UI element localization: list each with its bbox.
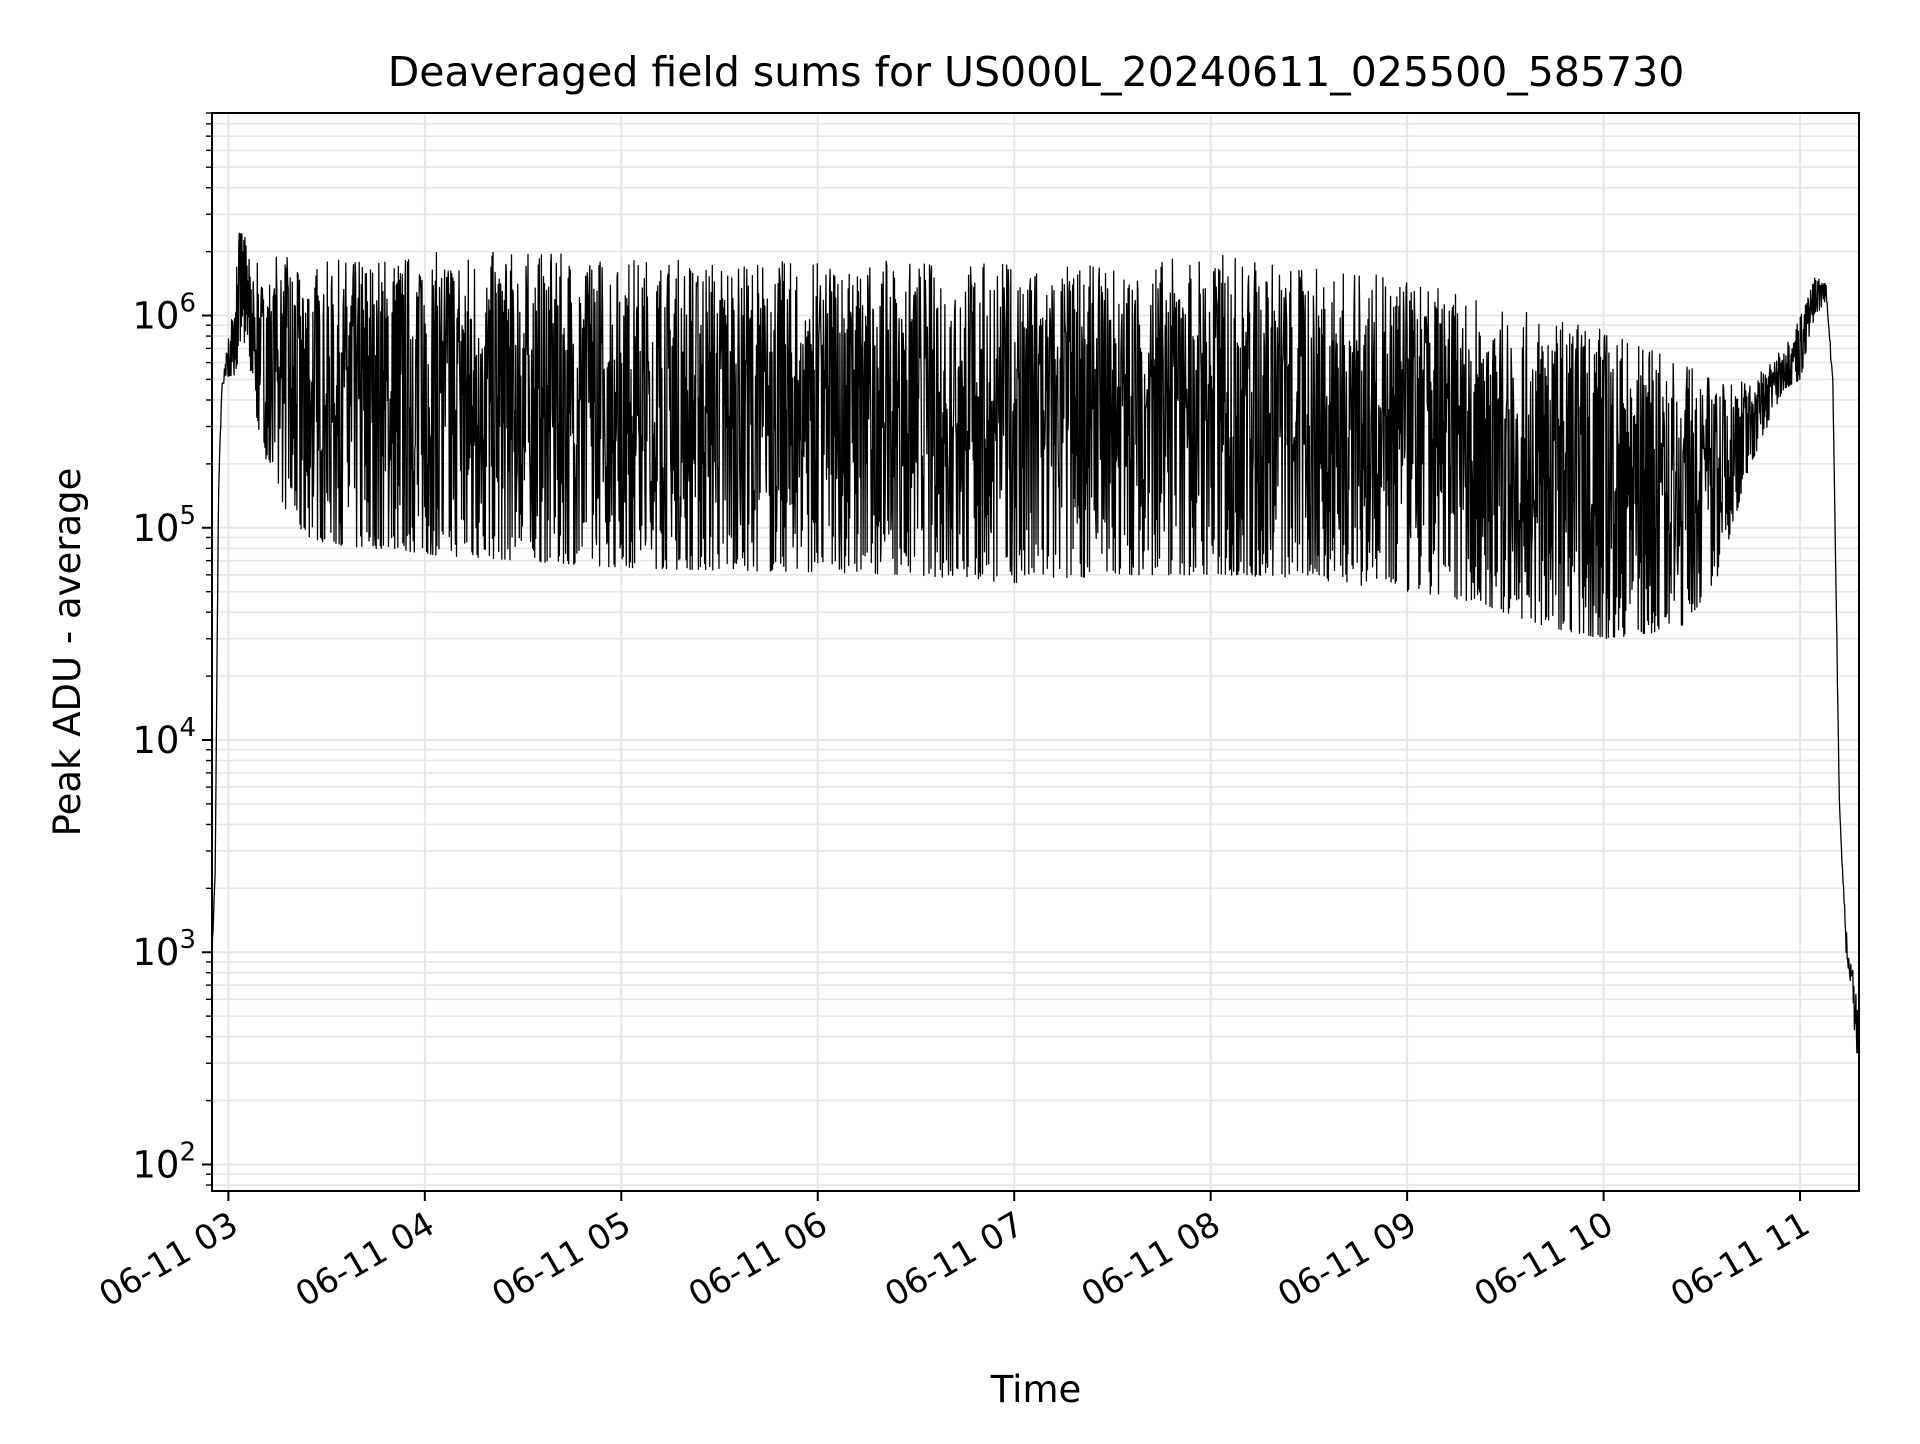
y-tick-label: 104 — [132, 713, 196, 762]
data-series — [211, 232, 1860, 1054]
x-tick-label: 06-11 04 — [289, 1204, 441, 1315]
x-tick-label: 06-11 08 — [1075, 1204, 1227, 1315]
plot-frame — [211, 112, 1860, 1192]
y-tick-label: 106 — [132, 289, 196, 338]
x-tick-label: 06-11 11 — [1664, 1204, 1816, 1315]
x-tick-label: 06-11 07 — [878, 1204, 1030, 1315]
x-axis-label: Time — [990, 1368, 1082, 1411]
y-tick-label: 102 — [132, 1137, 196, 1186]
x-tick-label: 06-11 09 — [1271, 1204, 1423, 1315]
y-tick-label: 103 — [132, 925, 196, 974]
y-tick-label: 105 — [132, 501, 196, 550]
series-line — [211, 232, 1860, 1054]
x-tick-label: 06-11 06 — [682, 1204, 834, 1315]
chart-title: Deaveraged field sums for US000L_2024061… — [388, 48, 1685, 96]
x-tick-label: 06-11 05 — [485, 1204, 637, 1315]
x-tick-label: 06-11 10 — [1468, 1204, 1620, 1315]
x-tick-label: 06-11 03 — [92, 1204, 244, 1315]
y-axis: 102 103 104 105 106 — [132, 112, 212, 1186]
x-axis: 06-11 03 06-11 04 06-11 05 06-11 06 06-11 07… — [92, 1191, 1817, 1315]
y-axis-label: Peak ADU - average — [46, 468, 89, 837]
